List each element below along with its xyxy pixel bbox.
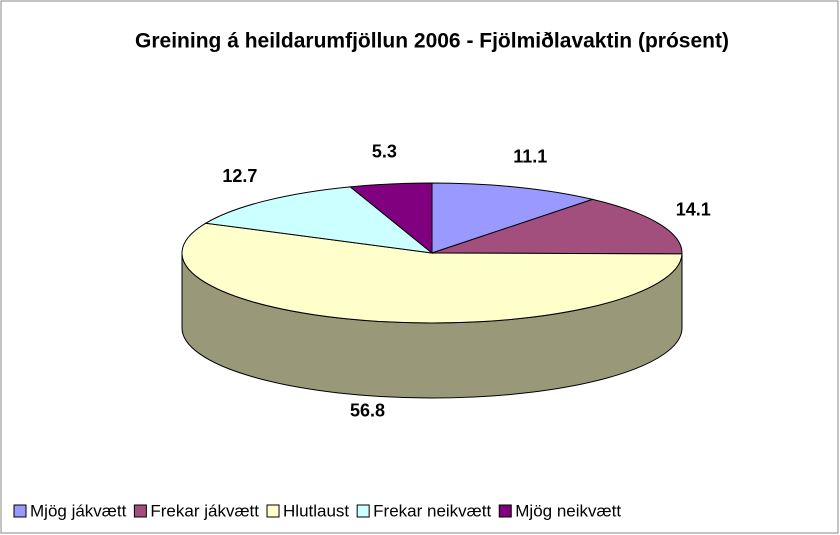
pie-slice xyxy=(431,198,683,255)
data-label: 14.1 xyxy=(676,199,711,219)
legend-label: Mjög jákvætt xyxy=(30,501,127,520)
legend-swatch xyxy=(13,504,27,518)
data-label: 5.3 xyxy=(372,142,397,162)
legend-swatch xyxy=(498,504,512,518)
pie-top xyxy=(181,182,683,324)
data-label: 12.7 xyxy=(222,166,257,186)
pie-slice xyxy=(181,222,683,324)
pie-slice xyxy=(349,182,433,255)
legend-label: Frekar jákvætt xyxy=(150,501,259,520)
legend-swatch xyxy=(266,504,280,518)
legend-label: Hlutlaust xyxy=(283,501,349,520)
legend-label: Mjög neikvætt xyxy=(515,501,621,520)
legend-swatch xyxy=(356,504,370,518)
data-label: 11.1 xyxy=(513,146,547,166)
legend-swatch xyxy=(133,504,147,518)
data-label: 56.8 xyxy=(350,401,385,421)
pie-slice xyxy=(431,182,595,254)
chart-title: Greining á heildarumfjöllun 2006 - Fjölm… xyxy=(135,30,729,53)
data-labels: 11.1 14.1 56.8 12.7 5.3 xyxy=(222,142,710,421)
legend-label: Frekar neikvætt xyxy=(373,501,491,520)
legend: Mjög jákvætt Frekar jákvætt Hlutlaust Freka… xyxy=(13,501,621,520)
pie-slice xyxy=(204,186,434,254)
